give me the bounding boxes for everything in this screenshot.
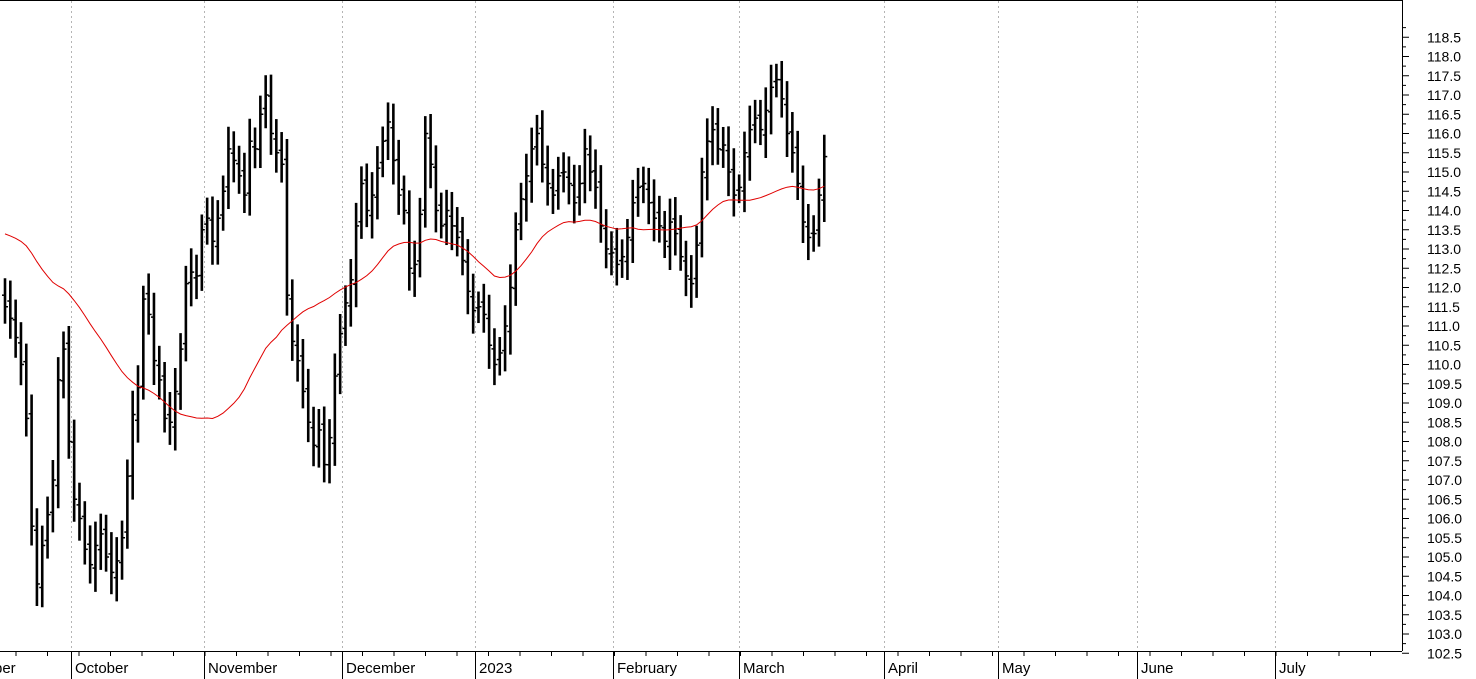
y-tick-label: 114.5 — [1427, 183, 1461, 199]
x-month-label: 2023 — [479, 660, 512, 677]
x-month-label: December — [346, 660, 415, 677]
y-tick-label: 113.0 — [1427, 241, 1461, 257]
y-tick-label: 115.0 — [1427, 164, 1461, 180]
y-tick-label: 109.0 — [1427, 395, 1462, 411]
y-tick-label: 117.0 — [1427, 87, 1461, 103]
y-tick-label: 112.0 — [1427, 280, 1461, 296]
y-tick-label: 112.5 — [1427, 260, 1461, 276]
moving-average-line — [4, 185, 825, 420]
y-tick-label: 114.0 — [1427, 203, 1461, 219]
y-tick-label: 104.5 — [1427, 568, 1462, 584]
y-tick-label: 109.5 — [1427, 376, 1462, 392]
y-tick-label: 111.5 — [1427, 299, 1460, 315]
x-month-label: February — [617, 660, 678, 677]
y-axis: 102.5 103.0 103.5 104.0 104.5 105.0 105.5 106.0… — [1402, 27, 1462, 661]
y-tick-label: 108.5 — [1427, 414, 1462, 430]
y-tick-label: 118.0 — [1427, 49, 1461, 65]
y-tick-label: 110.5 — [1427, 337, 1461, 353]
y-tick-label: 118.5 — [1427, 29, 1461, 45]
y-tick-label: 106.5 — [1427, 491, 1462, 507]
y-tick-label: 107.0 — [1427, 472, 1462, 488]
y-tick-label: 111.0 — [1427, 318, 1460, 334]
price-bars — [2, 60, 828, 608]
y-tick-label: 117.5 — [1427, 68, 1461, 84]
x-month-label: May — [1002, 660, 1031, 677]
x-month-label: March — [743, 660, 785, 677]
x-month-label: ber — [0, 660, 16, 677]
x-axis: ber October November December 2023 February Ma… — [0, 651, 1371, 679]
y-tick-label: 102.5 — [1427, 645, 1462, 661]
y-tick-label: 116.5 — [1427, 106, 1461, 122]
x-month-label: October — [75, 660, 128, 677]
x-month-label: November — [208, 660, 277, 677]
y-tick-label: 106.0 — [1427, 511, 1462, 527]
x-month-label: June — [1141, 660, 1174, 677]
x-month-label: April — [888, 660, 918, 677]
y-tick-label: 113.5 — [1427, 222, 1461, 238]
y-tick-label: 107.5 — [1427, 453, 1462, 469]
y-tick-label: 108.0 — [1427, 434, 1462, 450]
y-tick-label: 103.5 — [1427, 607, 1462, 623]
y-tick-label: 105.5 — [1427, 530, 1462, 546]
y-tick-label: 116.0 — [1427, 126, 1461, 142]
y-tick-label: 110.0 — [1427, 357, 1461, 373]
y-tick-label: 115.5 — [1427, 145, 1461, 161]
y-tick-label: 103.0 — [1427, 626, 1462, 642]
y-tick-label: 105.0 — [1427, 549, 1462, 565]
month-gridlines — [71, 1, 1276, 651]
x-month-label: July — [1279, 660, 1306, 677]
y-tick-label: 104.0 — [1427, 588, 1462, 604]
